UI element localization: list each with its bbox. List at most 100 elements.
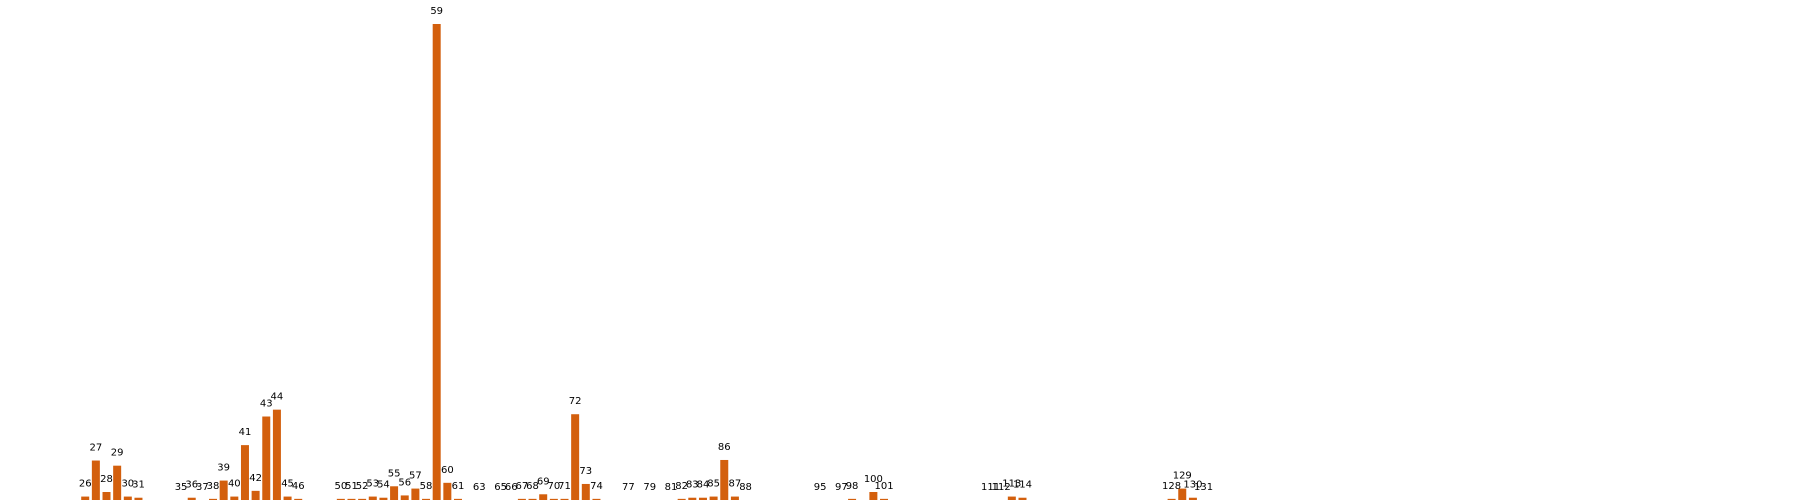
- bar-label-30: 30: [121, 479, 134, 490]
- bar-label-67: 67: [516, 481, 529, 492]
- bar-100: [869, 492, 878, 500]
- bar-28: [102, 492, 111, 500]
- bar-label-54: 54: [377, 480, 390, 491]
- bar-label-44: 44: [271, 392, 284, 403]
- bar-label-41: 41: [239, 427, 252, 438]
- bar-label-77: 77: [622, 482, 635, 493]
- bar-label-113: 113: [1002, 479, 1021, 490]
- bar-101: [880, 498, 889, 500]
- bar-label-112: 112: [992, 482, 1011, 493]
- bar-label-131: 131: [1194, 482, 1213, 493]
- bar-129: [1178, 488, 1187, 500]
- bar-30: [123, 496, 132, 500]
- bar-label-71: 71: [558, 481, 571, 492]
- bar-label-68: 68: [526, 481, 539, 492]
- bar-label-58: 58: [420, 481, 433, 492]
- bar-40: [230, 496, 239, 500]
- bar-label-95: 95: [814, 482, 827, 493]
- bar-label-101: 101: [874, 481, 893, 492]
- bar-98: [848, 498, 857, 500]
- bar-label-61: 61: [452, 481, 465, 492]
- bar-label-57: 57: [409, 471, 422, 482]
- bar-73: [581, 483, 590, 500]
- bar-label-98: 98: [846, 481, 859, 492]
- bar-label-29: 29: [111, 448, 124, 459]
- bar-58: [422, 498, 431, 500]
- bar-label-39: 39: [217, 463, 230, 474]
- bar-72: [571, 414, 580, 500]
- bar-label-100: 100: [864, 474, 883, 485]
- bar-label-111: 111: [981, 482, 1000, 493]
- bar-45: [283, 496, 292, 500]
- bar-label-72: 72: [569, 396, 582, 407]
- bar-74: [592, 498, 601, 500]
- bar-label-35: 35: [175, 482, 188, 493]
- bar-86: [720, 459, 729, 500]
- bar-label-56: 56: [398, 477, 411, 488]
- bar-label-37: 37: [196, 482, 209, 493]
- bar-85: [709, 496, 718, 500]
- bar-label-36: 36: [185, 480, 198, 491]
- bar-label-26: 26: [79, 479, 92, 490]
- bar-label-59: 59: [430, 6, 443, 17]
- bar-label-83: 83: [686, 480, 699, 491]
- bar-46: [294, 498, 303, 500]
- bar-label-40: 40: [228, 479, 241, 490]
- bar-53: [368, 496, 377, 500]
- bar-label-66: 66: [505, 482, 518, 493]
- bar-label-31: 31: [132, 480, 145, 491]
- bar-84: [698, 497, 707, 500]
- bar-label-38: 38: [207, 481, 220, 492]
- bar-label-88: 88: [739, 482, 752, 493]
- bar-130: [1188, 497, 1197, 500]
- bar-label-97: 97: [835, 482, 848, 493]
- bar-label-87: 87: [729, 479, 742, 490]
- bar-38: [209, 498, 218, 500]
- bar-label-43: 43: [260, 399, 273, 410]
- bar-label-65: 65: [494, 482, 507, 493]
- bar-41: [240, 445, 249, 500]
- bar-87: [730, 496, 739, 500]
- bar-label-42: 42: [249, 473, 262, 484]
- bar-43: [262, 416, 271, 500]
- bar-label-86: 86: [718, 442, 731, 453]
- bar-82: [677, 498, 686, 500]
- bar-label-69: 69: [537, 476, 550, 487]
- bar-label-46: 46: [292, 481, 305, 492]
- bar-51: [347, 498, 356, 500]
- bar-label-129: 129: [1173, 471, 1192, 482]
- bar-44: [272, 409, 281, 500]
- bar-label-82: 82: [675, 481, 688, 492]
- bar-label-70: 70: [547, 481, 560, 492]
- bar-71: [560, 498, 569, 500]
- bar-68: [528, 498, 537, 500]
- bar-128: [1167, 498, 1176, 500]
- bar-67: [517, 498, 526, 500]
- bar-label-50: 50: [334, 481, 347, 492]
- bar-83: [688, 497, 697, 500]
- bar-50: [336, 498, 345, 500]
- bar-label-60: 60: [441, 465, 454, 476]
- bar-26: [81, 496, 90, 500]
- bar-label-73: 73: [579, 466, 592, 477]
- bar-label-85: 85: [707, 479, 720, 490]
- bar-69: [539, 494, 548, 500]
- bar-label-52: 52: [356, 481, 369, 492]
- bar-39: [219, 480, 228, 500]
- bar-55: [390, 486, 399, 500]
- bar-label-63: 63: [473, 482, 486, 493]
- bar-56: [400, 495, 409, 500]
- bar-label-114: 114: [1013, 480, 1032, 491]
- bar-113: [1007, 496, 1016, 500]
- bar-label-79: 79: [643, 482, 656, 493]
- bar-42: [251, 490, 260, 500]
- bar-label-128: 128: [1162, 481, 1181, 492]
- bar-label-55: 55: [388, 468, 401, 479]
- bar-59: [432, 24, 441, 500]
- bar-57: [411, 488, 420, 500]
- bar-label-53: 53: [366, 479, 379, 490]
- bar-label-51: 51: [345, 481, 358, 492]
- bar-60: [443, 482, 452, 500]
